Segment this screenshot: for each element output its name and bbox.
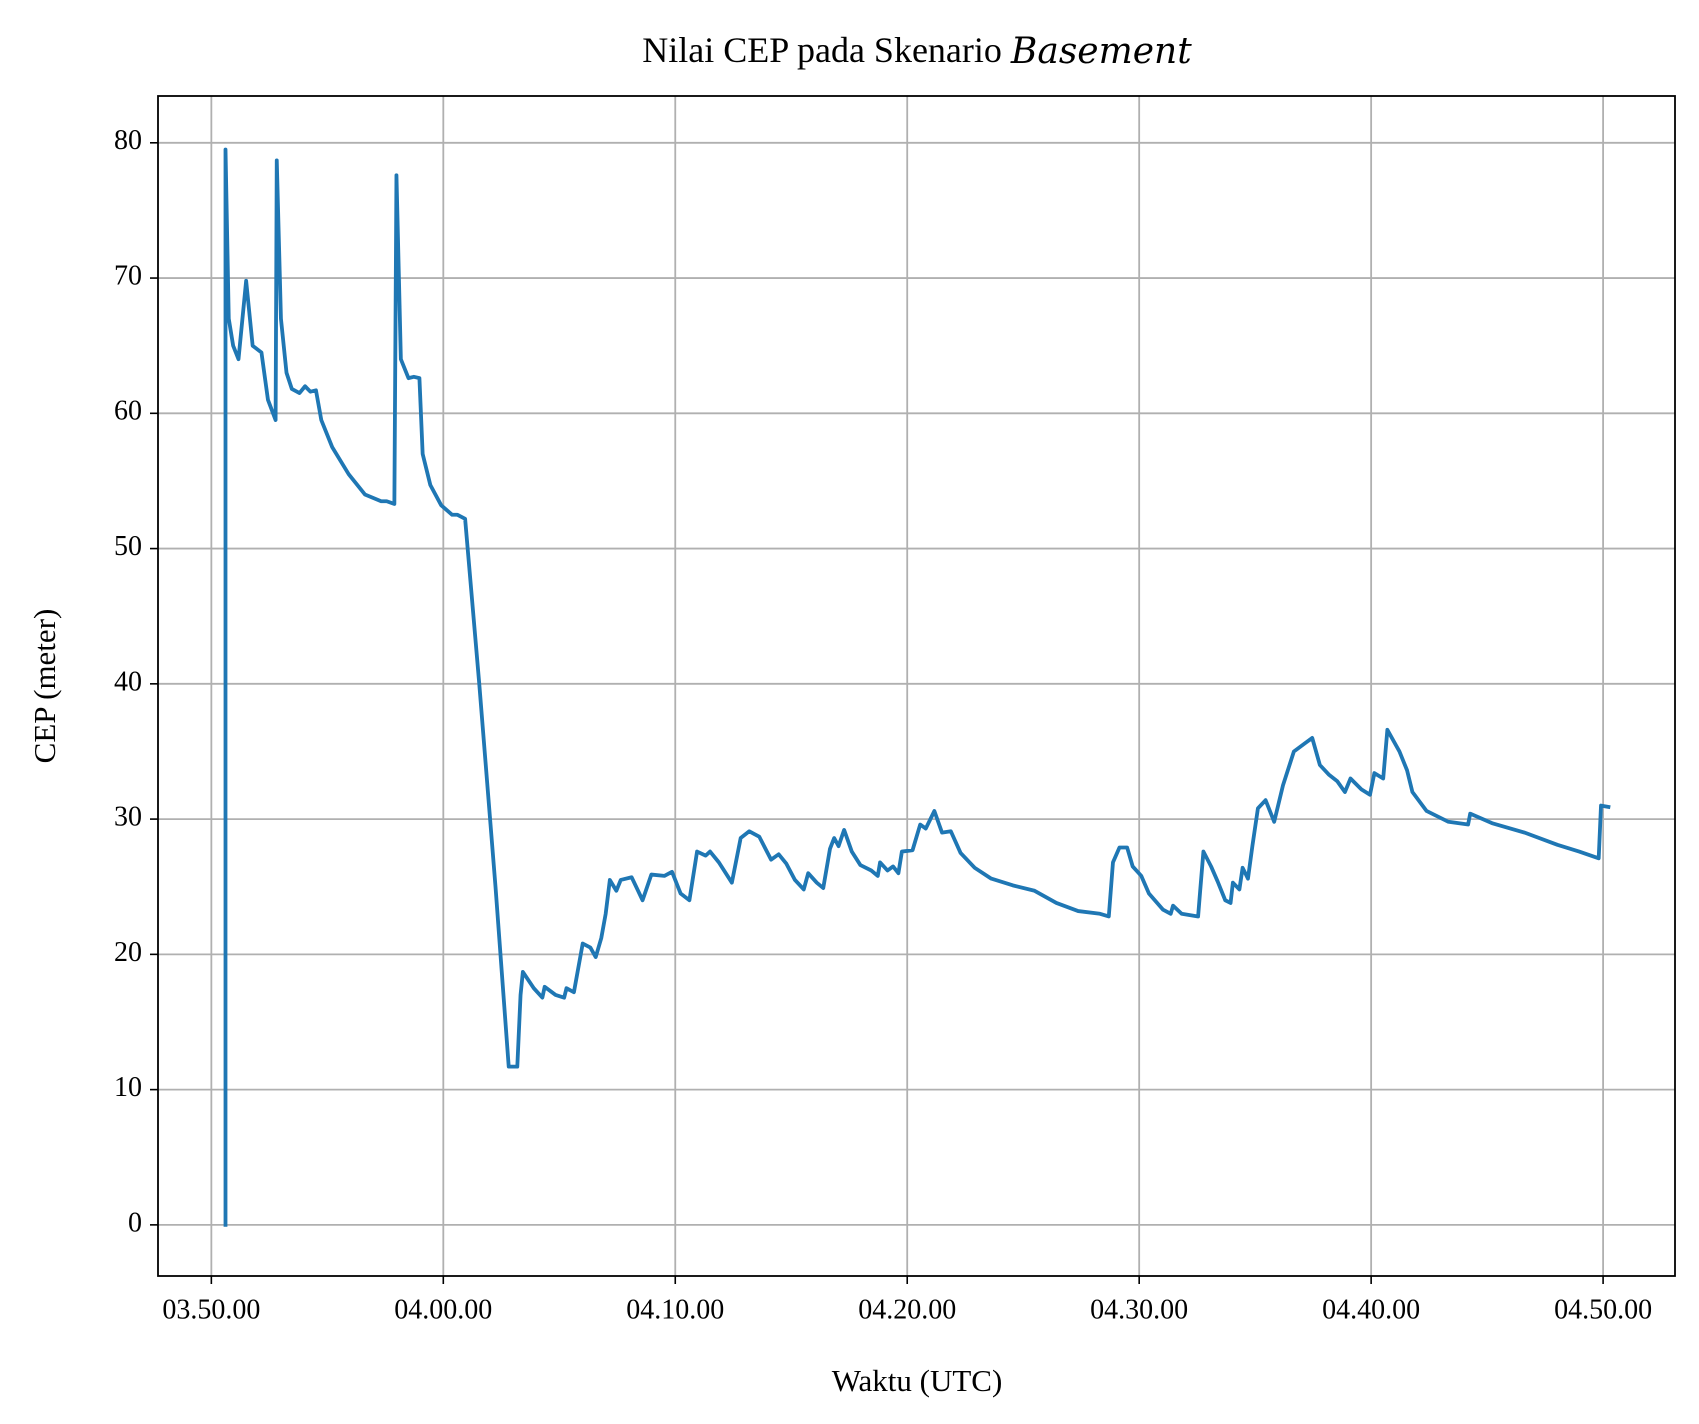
y-tick-label: 40 xyxy=(114,666,142,697)
y-axis-label: CEP (meter) xyxy=(27,609,62,764)
y-tick-label: 80 xyxy=(114,125,142,156)
y-tick-label: 50 xyxy=(114,531,142,562)
y-tick-label: 30 xyxy=(114,802,142,833)
y-tick-label: 20 xyxy=(114,937,142,968)
x-tick-label: 04.10.00 xyxy=(626,1294,724,1325)
x-tick-label: 04.20.00 xyxy=(858,1294,956,1325)
title-italic: Basement xyxy=(1010,31,1192,72)
data-line xyxy=(223,147,1611,1227)
x-tick-label: 04.30.00 xyxy=(1090,1294,1188,1325)
y-tick-label: 70 xyxy=(114,260,142,291)
x-tick-label: 04.00.00 xyxy=(394,1294,492,1325)
x-tick-label: 04.40.00 xyxy=(1322,1294,1420,1325)
x-axis-label: Waktu (UTC) xyxy=(832,1363,1003,1398)
plot-frame xyxy=(157,95,1676,1277)
y-tick-label: 10 xyxy=(114,1072,142,1103)
y-tick-label: 0 xyxy=(128,1207,142,1238)
x-tick-label: 04.50.00 xyxy=(1554,1294,1652,1325)
chart-title: Nilai CEP pada Skenario Basement xyxy=(642,30,1192,72)
y-tick-label: 60 xyxy=(114,396,142,427)
title-text: Nilai CEP pada Skenario xyxy=(642,30,1002,70)
x-tick-label: 03.50.00 xyxy=(162,1294,260,1325)
